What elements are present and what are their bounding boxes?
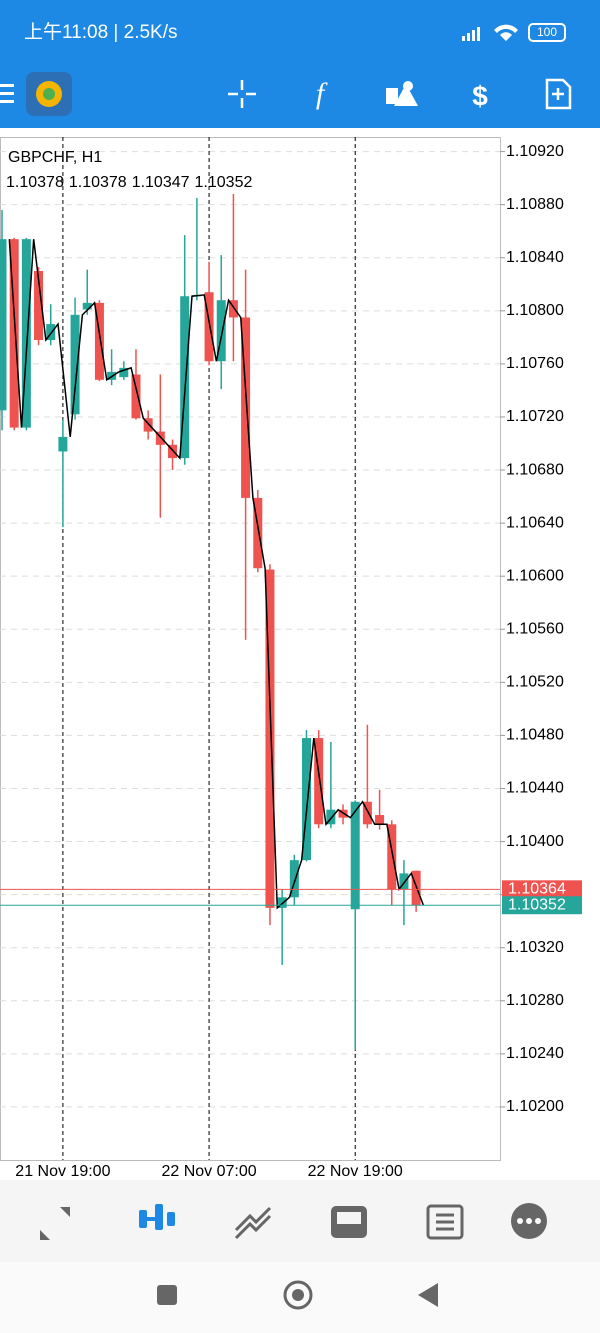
y-tick-label: 1.10880 [506,196,564,213]
candle-body [204,292,214,362]
candle-body [94,302,104,380]
y-tick-label: 1.10720 [506,408,564,425]
y-tick-label: 1.10760 [506,355,564,372]
history-tab[interactable] [331,1206,367,1238]
chart-tab[interactable] [139,1204,175,1230]
price-label: 1.10352 [508,896,566,913]
candle-body [277,897,287,908]
candle-body [228,300,238,318]
menu-button[interactable] [0,84,14,103]
y-tick-label: 1.10560 [506,620,564,637]
bottom-nav [0,1180,600,1262]
candle-body [58,436,68,452]
y-tick-label: 1.10920 [506,143,564,160]
y-tick-label: 1.10200 [506,1098,564,1115]
candle-body [0,239,7,411]
candle-body [9,239,19,428]
quote: 1.10378 1.10378 1.10347 1.10352 [6,174,252,191]
y-tick-label: 1.10280 [506,992,564,1009]
price-label: 1.10364 [508,881,566,898]
price-label-bg [502,880,582,899]
y-tick-label: 1.10240 [506,1045,564,1062]
y-tick-label: 1.10640 [506,514,564,531]
y-tick-label: 1.10680 [506,461,564,478]
quotes-tab[interactable] [40,1207,70,1240]
y-tick-label: 1.10800 [506,302,564,319]
plot-area [0,137,500,1160]
y-tick-label: 1.10520 [506,674,564,691]
indicator-line [8,239,425,910]
quote-value: 1.10347 [132,174,190,191]
home-button[interactable] [283,1280,313,1310]
candle-body [314,738,324,825]
status-icons [462,23,566,42]
candle-body [46,324,56,341]
app-logo[interactable] [26,72,72,116]
new-order-tool[interactable] [545,78,572,110]
x-tick-label: 22 Nov 19:00 [308,1163,403,1180]
candle-body [375,815,385,825]
candle-body [143,418,153,432]
status-time: 上午11:08 | 2.5K/s [24,21,178,43]
candle-body [387,824,397,890]
y-tick-label: 1.10440 [506,780,564,797]
y-tick-label: 1.10840 [506,249,564,266]
candle-body [21,239,31,428]
objects-tool[interactable] [386,81,418,106]
candle-body [253,497,263,569]
candle-body [180,296,190,459]
quote-value: 1.10352 [195,174,253,191]
chat-tab[interactable] [511,1203,547,1239]
x-tick-label: 21 Nov 19:00 [15,1163,110,1180]
candle-body [168,444,178,459]
plot-frame [0,137,501,1161]
candle-body [326,809,336,825]
candle-body [399,873,409,890]
battery-level: 100 [537,25,557,39]
trade-tool[interactable]: $ [472,80,488,111]
chart-title: GBPCHF, H1 [8,149,102,166]
recents-button[interactable] [157,1285,177,1305]
candle-body [119,367,129,378]
y-tick-label: 1.10480 [506,727,564,744]
candle-body [289,860,299,898]
back-button[interactable] [418,1283,438,1307]
x-tick-label: 22 Nov 07:00 [161,1163,256,1180]
quote-value: 1.10378 [6,174,64,191]
crosshair-tool[interactable] [228,80,256,108]
candle-body [302,738,311,861]
quote-value: 1.10378 [69,174,127,191]
y-tick-label: 1.10400 [506,833,564,850]
candle-body [350,801,360,910]
news-tab[interactable] [426,1204,464,1240]
candle-body [241,317,251,498]
candle-body [216,300,226,362]
header-bg [0,0,600,128]
candle-body [131,374,141,419]
candle-body [70,314,80,415]
candle-body [82,302,92,310]
y-tick-label: 1.10600 [506,567,564,584]
y-tick-label: 1.10320 [506,939,564,956]
candle-body [362,801,372,825]
price-label-bg [502,896,582,915]
candle-body [155,431,165,445]
candle-body [34,271,44,341]
trade-tab[interactable] [234,1206,272,1240]
candle-body [265,569,275,908]
